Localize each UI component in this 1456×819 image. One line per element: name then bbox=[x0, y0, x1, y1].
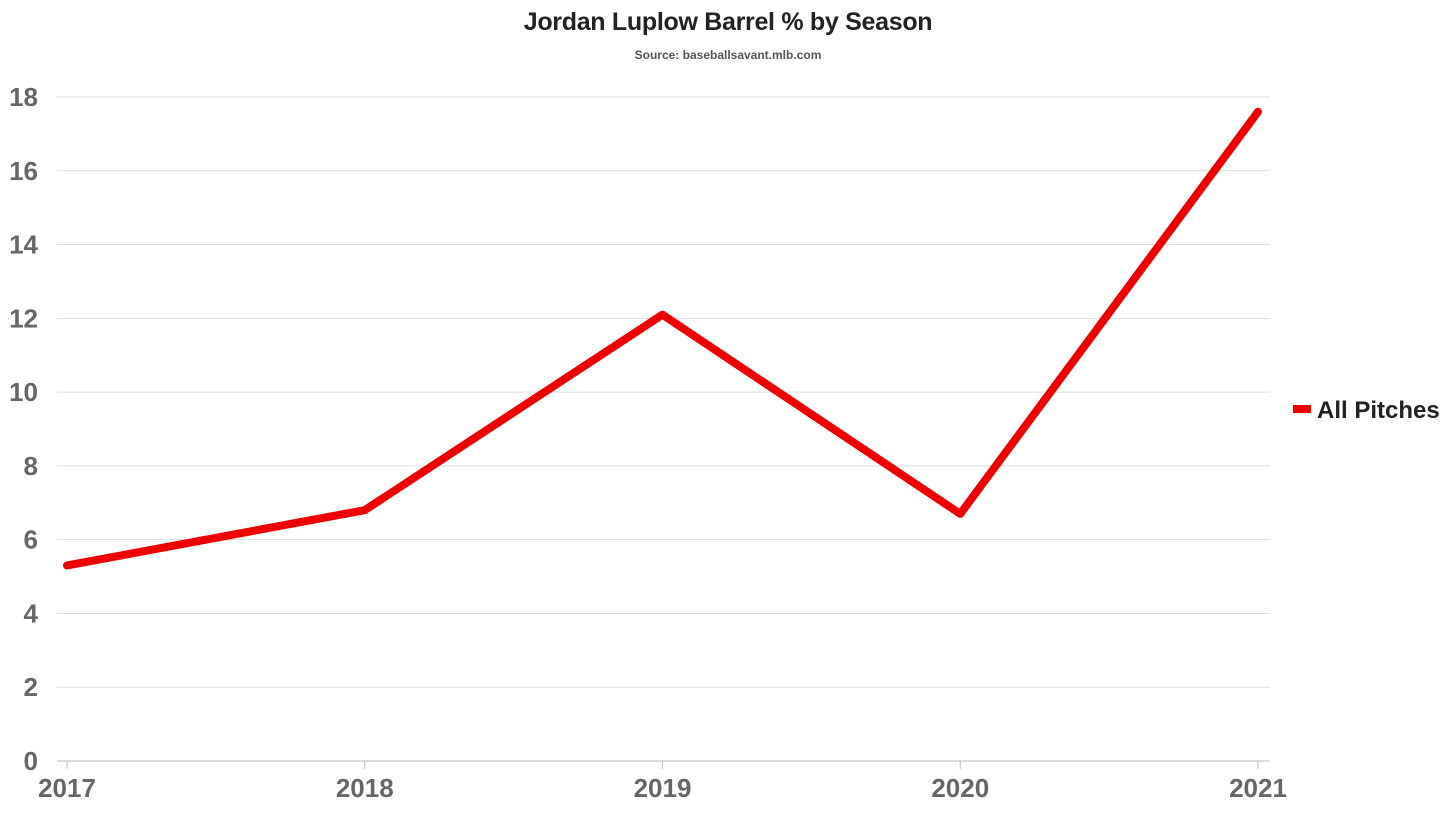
y-tick-label: 0 bbox=[24, 746, 38, 776]
chart-subtitle: Source: baseballsavant.mlb.com bbox=[634, 48, 822, 62]
y-tick-label: 16 bbox=[9, 156, 38, 186]
x-tick-label: 2019 bbox=[634, 773, 692, 803]
chart-title: Jordan Luplow Barrel % by Season bbox=[523, 8, 933, 36]
legend-label: All Pitches bbox=[1317, 397, 1440, 424]
x-tick-label: 2021 bbox=[1229, 773, 1287, 803]
y-tick-label: 8 bbox=[24, 451, 38, 481]
grid-lines bbox=[57, 96, 1270, 762]
legend-swatch bbox=[1293, 405, 1311, 413]
y-tick-label: 4 bbox=[24, 598, 39, 628]
x-tick-label: 2018 bbox=[336, 773, 394, 803]
x-axis-ticks: 2017 2018 2019 2020 2021 bbox=[38, 761, 1287, 803]
y-tick-label: 14 bbox=[9, 230, 38, 260]
y-tick-label: 2 bbox=[24, 672, 38, 702]
y-tick-label: 6 bbox=[24, 525, 38, 555]
series-line-all-pitches bbox=[63, 107, 1262, 570]
y-tick-label: 10 bbox=[9, 377, 38, 407]
series-lines bbox=[63, 107, 1262, 570]
legend: All Pitches bbox=[1293, 397, 1440, 424]
y-axis-ticks: 0 2 4 6 8 10 12 14 16 18 bbox=[9, 82, 38, 776]
x-tick-label: 2020 bbox=[931, 773, 989, 803]
y-tick-label: 18 bbox=[9, 82, 38, 112]
x-tick-label: 2017 bbox=[38, 773, 96, 803]
y-tick-label: 12 bbox=[9, 303, 38, 333]
